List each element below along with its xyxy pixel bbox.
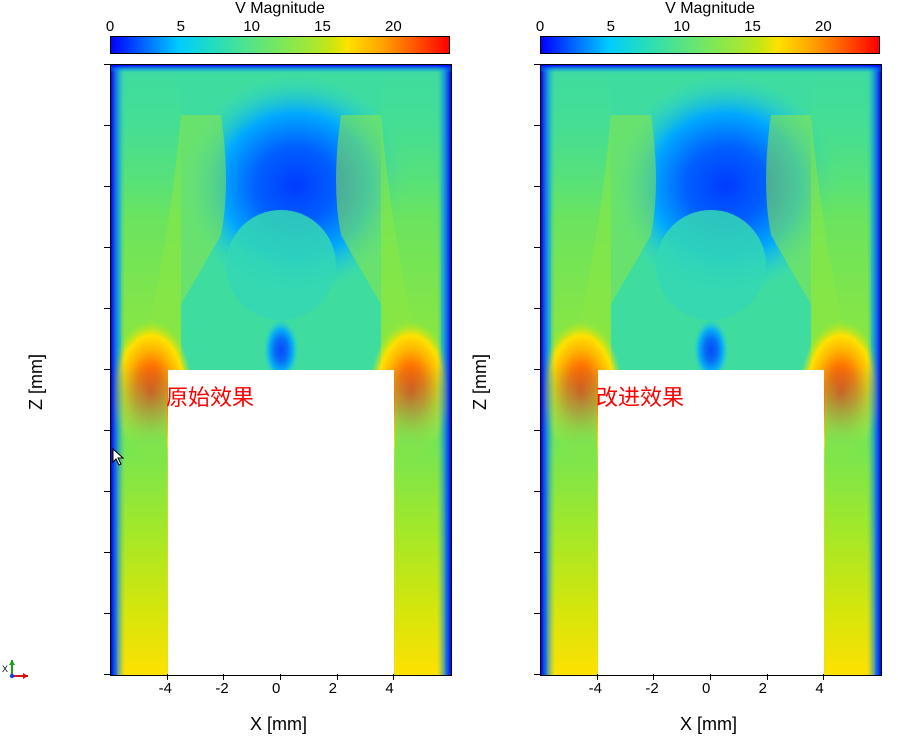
- cursor-icon: [112, 448, 126, 469]
- plot-area-right: [540, 64, 882, 676]
- x-tick-label: -4: [589, 680, 602, 697]
- z-tick: [104, 308, 110, 309]
- colorbar-tick-label: 5: [607, 18, 615, 35]
- colorbar-gradient: [110, 36, 450, 54]
- colorbar-right: V Magnitude 05101520: [540, 0, 880, 54]
- x-tick-label: 0: [702, 680, 710, 697]
- colorbar-tick-row: 05101520: [110, 18, 450, 36]
- z-tick: [534, 491, 540, 492]
- svg-text:X: X: [2, 664, 8, 674]
- x-tick-label: 2: [759, 680, 767, 697]
- colorbar-tick-label: 10: [243, 18, 260, 35]
- colorbar-left: V Magnitude 05101520: [110, 0, 450, 54]
- z-tick: [104, 491, 110, 492]
- x-tick-label: 4: [815, 680, 823, 697]
- z-tick: [534, 552, 540, 553]
- z-axis-title-right: Z [mm]: [470, 354, 491, 410]
- z-tick: [104, 247, 110, 248]
- colorbar-tick-label: 0: [106, 18, 114, 35]
- colorbar-title: V Magnitude: [540, 0, 880, 18]
- z-tick: [104, 186, 110, 187]
- z-axis-title-left: Z [mm]: [26, 354, 47, 410]
- x-tick-label: -2: [215, 680, 228, 697]
- x-tick-label: 2: [329, 680, 337, 697]
- colorbar-tick-label: 10: [673, 18, 690, 35]
- z-tick: [534, 186, 540, 187]
- z-tick: [534, 369, 540, 370]
- overlay-label-right: 改进效果: [596, 380, 684, 412]
- colorbar-tick-label: 20: [385, 18, 402, 35]
- z-tick: [104, 430, 110, 431]
- x-axis-title-left: X [mm]: [250, 714, 307, 735]
- z-tick: [534, 674, 540, 675]
- x-tick-label: 4: [385, 680, 393, 697]
- obstacle-block: [168, 370, 395, 675]
- obstacle-block: [598, 370, 825, 675]
- x-tick-label: -4: [159, 680, 172, 697]
- x-tick-label: 0: [272, 680, 280, 697]
- z-tick: [534, 125, 540, 126]
- z-tick: [534, 247, 540, 248]
- z-tick: [534, 308, 540, 309]
- colorbar-tick-label: 0: [536, 18, 544, 35]
- z-tick: [534, 430, 540, 431]
- colorbar-tick-label: 5: [177, 18, 185, 35]
- colorbar-gradient: [540, 36, 880, 54]
- colorbar-tick-label: 15: [744, 18, 761, 35]
- z-tick: [534, 613, 540, 614]
- axes-triad-icon: X: [2, 656, 32, 691]
- z-tick: [104, 125, 110, 126]
- z-tick: [104, 552, 110, 553]
- z-tick: [104, 64, 110, 65]
- x-tick-label: -2: [645, 680, 658, 697]
- colorbar-tick-label: 15: [314, 18, 331, 35]
- plot-area-left: [110, 64, 452, 676]
- z-tick: [534, 64, 540, 65]
- z-tick: [104, 369, 110, 370]
- colorbar-tick-label: 20: [815, 18, 832, 35]
- z-tick: [104, 674, 110, 675]
- overlay-label-left: 原始效果: [166, 380, 254, 412]
- x-axis-title-right: X [mm]: [680, 714, 737, 735]
- z-tick: [104, 613, 110, 614]
- colorbar-tick-row: 05101520: [540, 18, 880, 36]
- colorbar-title: V Magnitude: [110, 0, 450, 18]
